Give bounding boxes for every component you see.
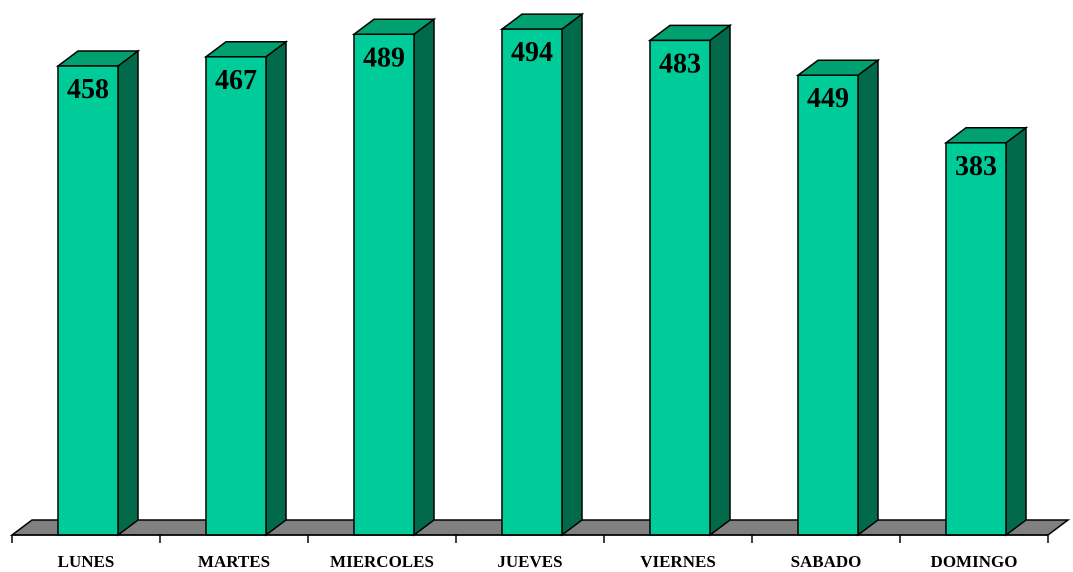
bars-group: 458 467 489 494 483 449 383 <box>55 12 1029 537</box>
bar-front-face <box>797 74 859 536</box>
data-label: 449 <box>807 83 849 114</box>
category-label: VIERNES <box>640 552 716 571</box>
bar-front-face <box>945 142 1007 536</box>
data-label: 494 <box>511 37 553 68</box>
bar-martes: 467 <box>203 40 289 537</box>
data-label: 383 <box>955 151 997 182</box>
data-label: 467 <box>215 65 257 96</box>
category-label: JUEVES <box>497 552 562 571</box>
bar-side-face <box>857 58 879 537</box>
data-label: 483 <box>659 48 701 79</box>
bar-sabado: 449 <box>795 58 881 537</box>
bar-front-face <box>353 33 415 536</box>
bar-front-face <box>501 28 563 536</box>
bar-domingo: 383 <box>943 126 1029 537</box>
bar-side-face <box>265 40 287 537</box>
bar-front-face <box>649 39 711 536</box>
x-axis <box>11 534 1049 543</box>
bar-front-face <box>57 65 119 536</box>
category-label: SABADO <box>791 552 862 571</box>
category-label: MARTES <box>198 552 270 571</box>
bar-front-face <box>205 56 267 536</box>
bar-side-face <box>1005 126 1027 537</box>
data-label: 489 <box>363 42 405 73</box>
bar-side-face <box>117 49 139 537</box>
bar-lunes: 458 <box>55 49 141 537</box>
bar-miercoles: 489 <box>351 17 437 537</box>
category-label: LUNES <box>58 552 115 571</box>
category-labels: LUNES MARTES MIERCOLES JUEVES VIERNES SABADO D… <box>58 552 1018 571</box>
data-label: 458 <box>67 74 109 105</box>
category-label: MIERCOLES <box>330 552 434 571</box>
bar-jueves: 494 <box>499 12 585 537</box>
bar-side-face <box>561 12 583 537</box>
bar-side-face <box>413 17 435 537</box>
bar-viernes: 483 <box>647 23 733 537</box>
bar-side-face <box>709 23 731 537</box>
category-label: DOMINGO <box>931 552 1018 571</box>
